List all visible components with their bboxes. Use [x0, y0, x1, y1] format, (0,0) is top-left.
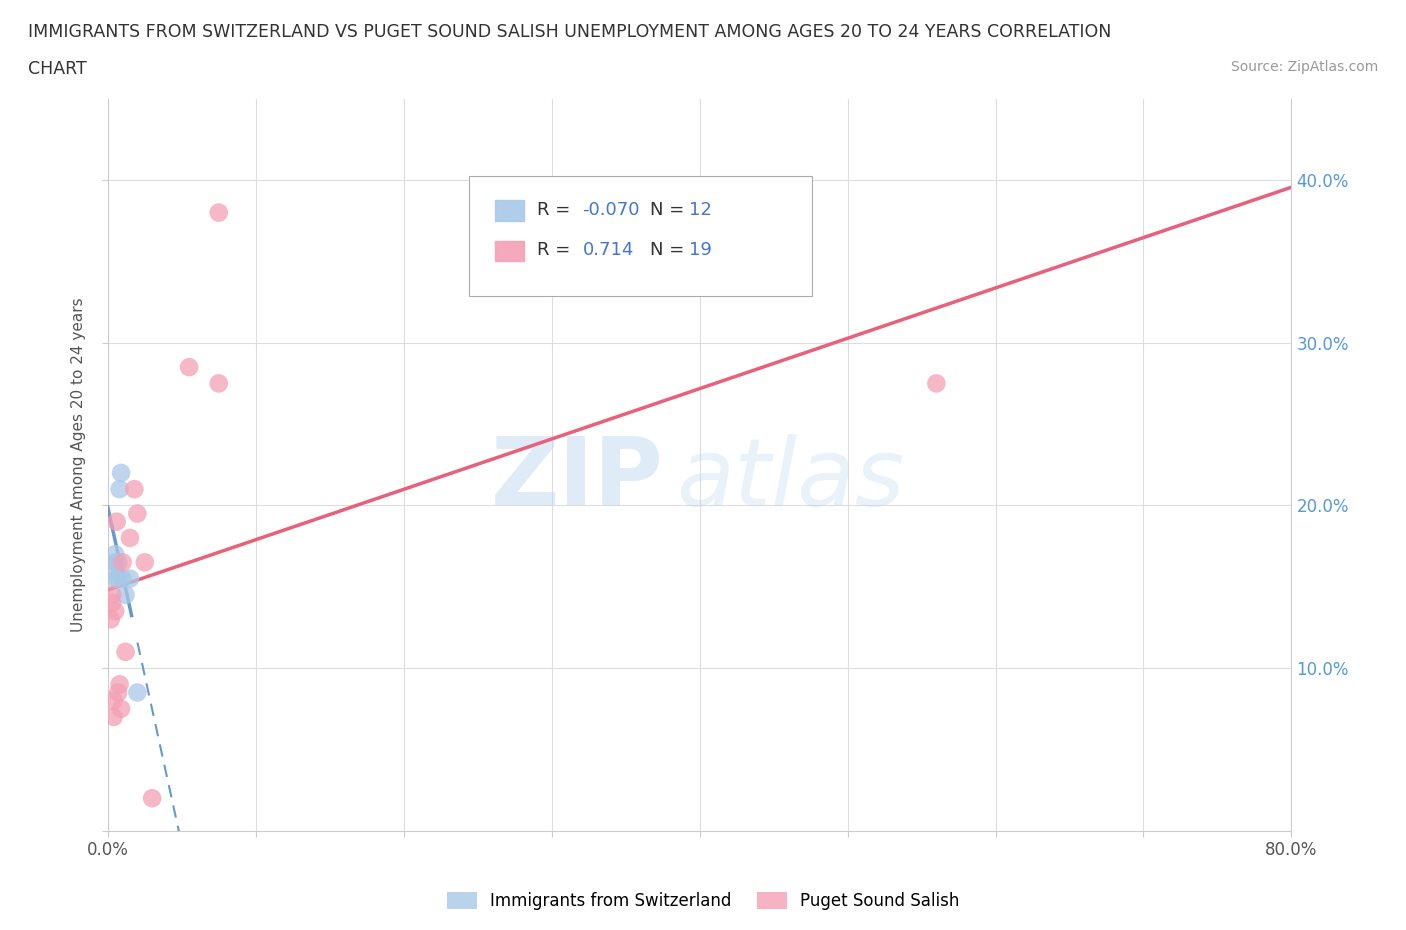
Point — [110, 701, 132, 716]
Point — [104, 555, 127, 570]
Y-axis label: Unemployment Among Ages 20 to 24 years: Unemployment Among Ages 20 to 24 years — [72, 298, 86, 632]
Point — [101, 588, 124, 603]
Point — [104, 571, 127, 586]
Legend: Immigrants from Switzerland, Puget Sound Salish: Immigrants from Switzerland, Puget Sound… — [440, 885, 966, 917]
Point — [111, 571, 134, 586]
Point — [104, 604, 127, 618]
Point — [179, 360, 201, 375]
FancyBboxPatch shape — [468, 176, 813, 297]
Point — [103, 693, 125, 708]
Point — [208, 206, 231, 220]
Text: 19: 19 — [689, 241, 711, 259]
Text: 12: 12 — [689, 201, 711, 219]
Text: ZIP: ZIP — [491, 433, 664, 525]
Point — [101, 595, 124, 610]
Point — [925, 376, 948, 391]
Point — [105, 514, 128, 529]
Point — [104, 547, 127, 562]
Point — [108, 677, 131, 692]
Text: N =: N = — [650, 241, 690, 259]
Point — [111, 555, 134, 570]
Point — [134, 555, 156, 570]
Text: R =: R = — [537, 241, 576, 259]
Point — [114, 588, 136, 603]
Point — [127, 506, 149, 521]
Point — [127, 685, 149, 700]
Text: IMMIGRANTS FROM SWITZERLAND VS PUGET SOUND SALISH UNEMPLOYMENT AMONG AGES 20 TO : IMMIGRANTS FROM SWITZERLAND VS PUGET SOU… — [28, 23, 1112, 41]
Text: N =: N = — [650, 201, 690, 219]
Point — [107, 571, 129, 586]
Text: 0.714: 0.714 — [582, 241, 634, 259]
Bar — [495, 241, 524, 261]
Point — [118, 571, 141, 586]
Point — [124, 482, 146, 497]
Point — [141, 790, 163, 805]
Point — [114, 644, 136, 659]
Point — [100, 612, 122, 627]
Point — [107, 685, 129, 700]
Point — [107, 555, 129, 570]
Point — [103, 710, 125, 724]
Text: atlas: atlas — [676, 434, 904, 525]
Text: -0.070: -0.070 — [582, 201, 640, 219]
Point — [208, 376, 231, 391]
Bar — [495, 201, 524, 221]
Text: Source: ZipAtlas.com: Source: ZipAtlas.com — [1230, 60, 1378, 74]
Text: R =: R = — [537, 201, 576, 219]
Point — [110, 465, 132, 480]
Text: CHART: CHART — [28, 60, 87, 78]
Point — [108, 482, 131, 497]
Point — [118, 530, 141, 545]
Point — [104, 563, 127, 578]
